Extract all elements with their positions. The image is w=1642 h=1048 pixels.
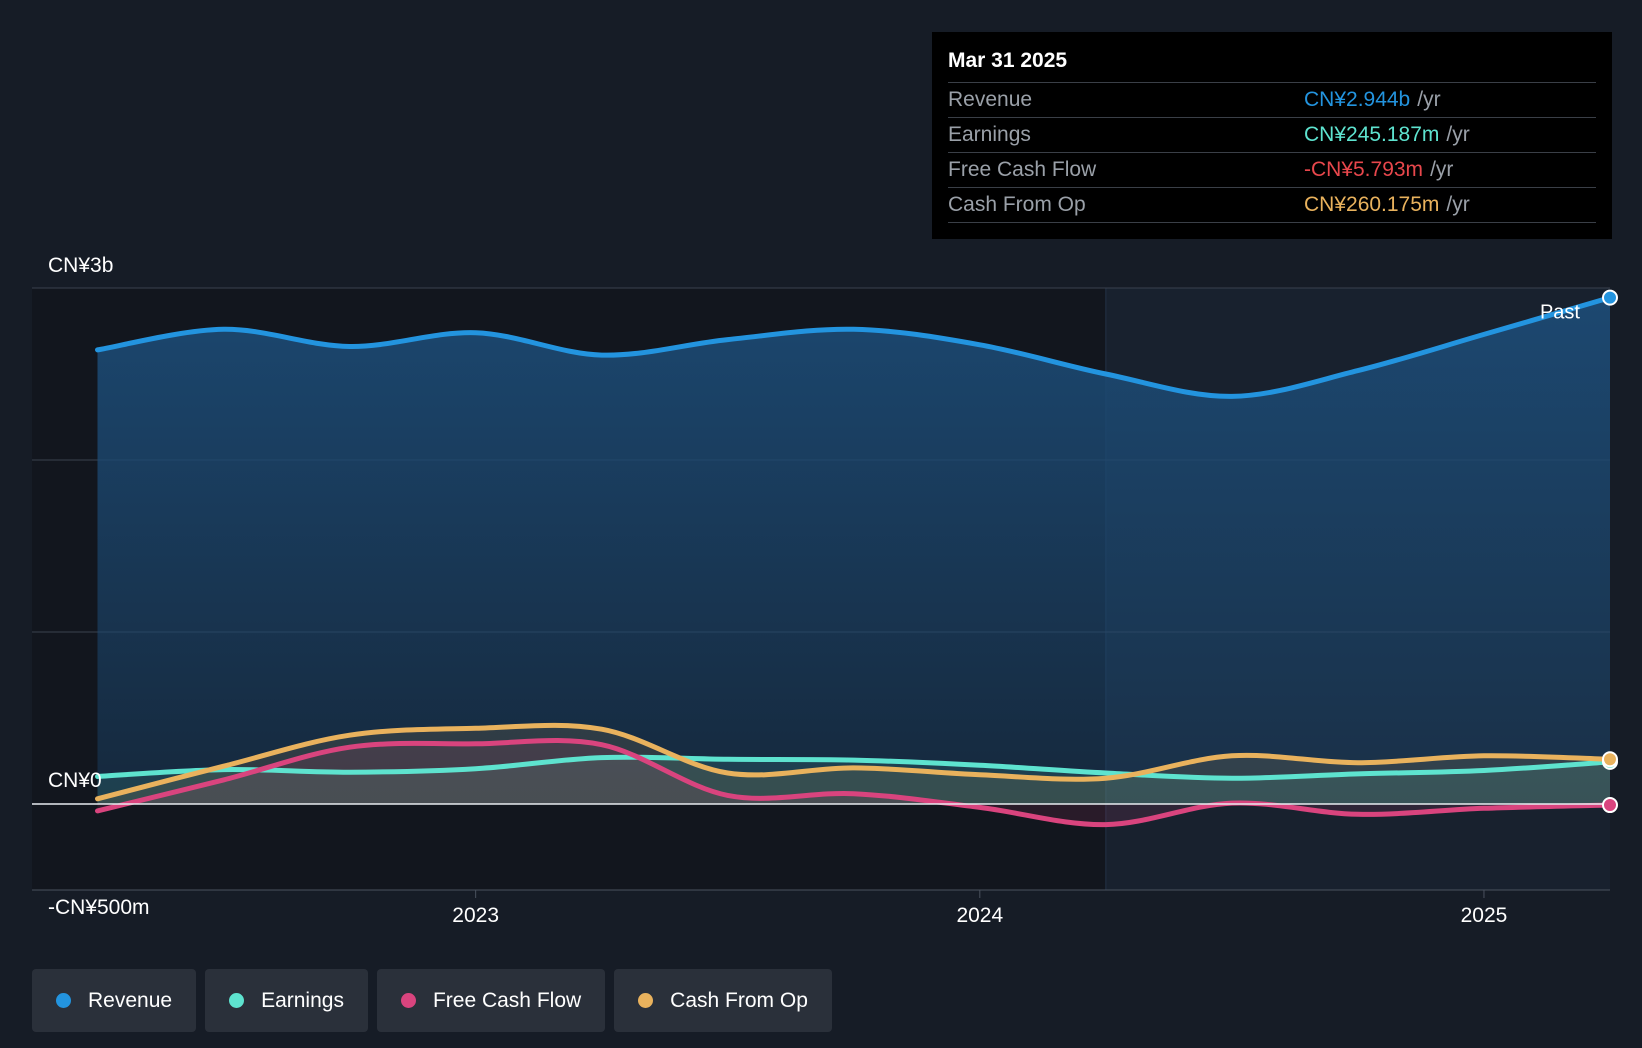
legend-label: Cash From Op xyxy=(670,988,808,1012)
legend-item-earnings[interactable]: Earnings xyxy=(205,969,368,1032)
tooltip-row-cash-from-op: Cash From Op CN¥260.175m /yr xyxy=(948,188,1596,223)
tooltip-value: CN¥260.175m xyxy=(1304,193,1440,216)
legend-item-free-cash-flow[interactable]: Free Cash Flow xyxy=(376,969,606,1032)
tooltip: Mar 31 2025 Revenue CN¥2.944b /yr Earnin… xyxy=(932,32,1612,239)
x-tick-label: 2025 xyxy=(1461,904,1508,927)
earnings-line xyxy=(95,754,1613,781)
revenue-line xyxy=(95,295,1613,399)
x-tick-label: 2023 xyxy=(452,904,499,927)
y-axis-label: CN¥3b xyxy=(48,254,113,277)
free-cash-flow-line xyxy=(95,738,1613,828)
x-tick-label: 2024 xyxy=(956,904,1003,927)
revenue-end-point xyxy=(1602,289,1618,306)
revenue-area xyxy=(97,297,1610,804)
y-axis-label: -CN¥500m xyxy=(48,896,150,919)
legend-item-cash-from-op[interactable]: Cash From Op xyxy=(614,969,832,1032)
legend-label: Earnings xyxy=(261,988,344,1012)
tooltip-value: CN¥2.944b xyxy=(1304,88,1411,111)
legend-dot-icon xyxy=(400,993,416,1008)
legend-dot-icon xyxy=(56,993,71,1008)
tooltip-label: Revenue xyxy=(948,88,1033,111)
tooltip-value: CN¥245.187m xyxy=(1304,123,1440,146)
legend-dot-icon xyxy=(638,993,654,1008)
free-cash-flow-end-point xyxy=(1602,797,1618,814)
tooltip-row-free-cash-flow: Free Cash Flow -CN¥5.793m /yr xyxy=(948,153,1596,188)
legend-item-revenue[interactable]: Revenue xyxy=(32,969,197,1032)
y-axis-label: CN¥0 xyxy=(48,769,102,792)
legend: Revenue Earnings Free Cash Flow Cash Fro… xyxy=(32,969,832,1032)
cash-from-op-line xyxy=(95,722,1613,802)
cash-from-op-end-point xyxy=(1602,751,1618,768)
legend-label: Revenue xyxy=(88,988,173,1012)
tooltip-unit: /yr xyxy=(1417,88,1441,111)
tooltip-unit: /yr xyxy=(1446,193,1470,216)
tooltip-row-earnings: Earnings CN¥245.187m /yr xyxy=(948,118,1596,153)
past-label: Past xyxy=(1540,302,1580,324)
legend-dot-icon xyxy=(229,993,245,1008)
tooltip-label: Earnings xyxy=(948,123,1031,146)
legend-label: Free Cash Flow xyxy=(432,988,582,1012)
tooltip-unit: /yr xyxy=(1446,123,1470,146)
tooltip-row-revenue: Revenue CN¥2.944b /yr xyxy=(948,83,1596,118)
tooltip-unit: /yr xyxy=(1430,158,1454,181)
tooltip-date: Mar 31 2025 xyxy=(948,46,1596,83)
tooltip-label: Free Cash Flow xyxy=(948,158,1097,181)
tooltip-label: Cash From Op xyxy=(948,193,1086,216)
tooltip-value: -CN¥5.793m xyxy=(1304,158,1424,181)
